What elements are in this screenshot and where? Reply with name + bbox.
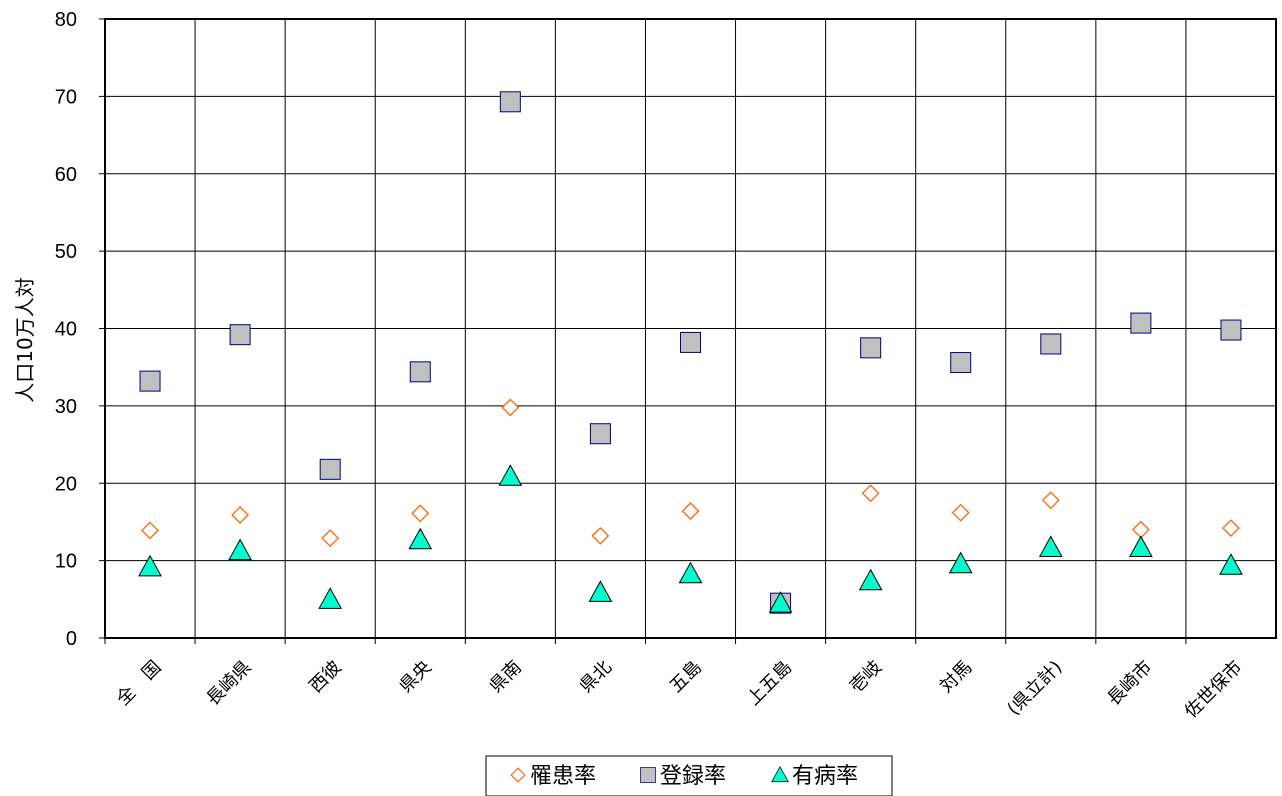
y-tick-label: 20 xyxy=(55,473,77,495)
point-triangle xyxy=(1038,535,1063,557)
point-square xyxy=(139,370,161,392)
point-diamond xyxy=(951,503,970,522)
point-square xyxy=(229,324,251,346)
point-square xyxy=(860,337,882,359)
y-tick-label: 10 xyxy=(55,551,77,573)
legend-label: 罹患率 xyxy=(530,764,596,789)
point-triangle xyxy=(588,580,613,602)
point-triangle xyxy=(498,464,523,486)
x-tick-label: 長崎県 xyxy=(203,657,256,710)
x-tick-label: 上五島 xyxy=(743,657,796,710)
point-diamond xyxy=(141,521,159,540)
point-triangle xyxy=(768,591,793,613)
point-triangle xyxy=(408,527,433,550)
legend-marker xyxy=(771,765,789,783)
y-axis-label: 人口10万人対 xyxy=(13,277,37,402)
y-axis-ticks: 0 10 20 30 40 50 60 70 80 xyxy=(55,9,105,650)
point-triangle xyxy=(1219,553,1243,575)
y-tick-label: 0 xyxy=(66,628,77,650)
legend-marker xyxy=(510,767,526,783)
y-tick-label: 50 xyxy=(55,241,77,263)
point-triangle xyxy=(678,561,703,584)
point-triangle xyxy=(318,587,343,609)
legend-marker xyxy=(640,767,656,783)
x-tick-label: (県立計) xyxy=(1003,657,1066,720)
x-tick-label: 県央 xyxy=(395,657,435,697)
x-tick-label: 全 国 xyxy=(113,657,166,710)
point-diamond xyxy=(321,529,340,548)
point-diamond xyxy=(591,526,610,545)
x-tick-label: 佐世保市 xyxy=(1181,657,1247,723)
point-square xyxy=(1040,333,1062,355)
point-square xyxy=(1220,319,1242,341)
point-square xyxy=(319,458,341,480)
y-tick-label: 80 xyxy=(55,9,77,31)
x-tick-label: 県北 xyxy=(576,657,616,697)
point-triangle xyxy=(948,551,973,574)
x-axis-ticks: 全 国長崎県 西彼 県央 県南 県北 五島 上五島 壱岐 対馬 (県立計) 長崎市 佐世保市 xyxy=(104,638,1247,723)
point-square xyxy=(589,423,611,445)
point-square xyxy=(680,331,701,353)
data-points xyxy=(138,91,1243,614)
x-tick-label: 西彼 xyxy=(305,657,345,697)
point-diamond xyxy=(861,484,880,503)
point-square xyxy=(950,352,972,374)
point-triangle xyxy=(858,568,883,591)
gridlines xyxy=(104,18,1277,639)
point-triangle xyxy=(228,538,252,561)
point-square xyxy=(409,361,431,383)
legend-label: 登録率 xyxy=(660,764,726,789)
x-tick-label: 対馬 xyxy=(936,657,976,697)
x-tick-label: 県南 xyxy=(486,657,526,697)
point-square xyxy=(1130,312,1152,334)
point-square xyxy=(499,91,521,113)
point-diamond xyxy=(1041,491,1060,510)
point-triangle xyxy=(138,554,162,577)
legend-label: 有病率 xyxy=(792,764,858,789)
x-tick-label: 五島 xyxy=(666,657,706,697)
x-tick-label: 壱岐 xyxy=(846,657,886,697)
point-diamond xyxy=(1222,519,1240,538)
y-tick-label: 40 xyxy=(55,319,77,341)
x-tick-label: 長崎市 xyxy=(1103,657,1156,710)
point-diamond xyxy=(411,504,430,523)
point-diamond xyxy=(681,502,700,521)
legend: 罹患率 登録率 有病率 xyxy=(485,755,893,796)
point-diamond xyxy=(231,506,250,524)
y-tick-label: 70 xyxy=(55,86,77,108)
point-diamond xyxy=(501,398,520,417)
legend-box xyxy=(485,755,893,796)
y-tick-label: 60 xyxy=(55,164,77,186)
y-tick-label: 30 xyxy=(55,396,77,418)
point-triangle xyxy=(1129,535,1153,557)
